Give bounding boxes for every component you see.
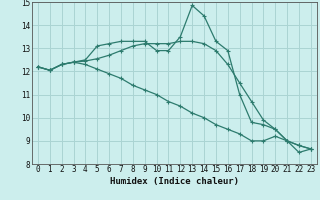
X-axis label: Humidex (Indice chaleur): Humidex (Indice chaleur) (110, 177, 239, 186)
